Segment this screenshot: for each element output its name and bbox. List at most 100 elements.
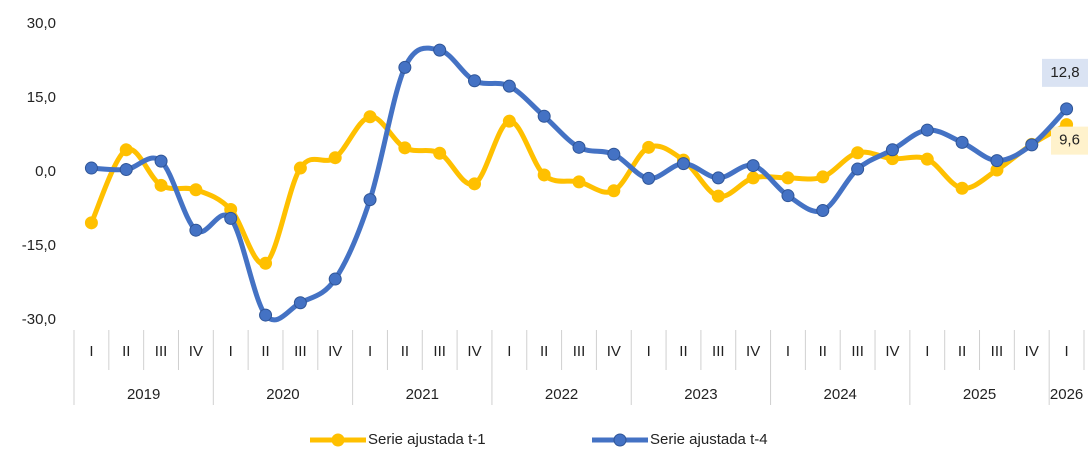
marker <box>224 211 238 225</box>
marker <box>259 256 273 270</box>
year-label: 2021 <box>406 386 439 403</box>
marker <box>781 189 795 203</box>
marker <box>293 161 307 175</box>
x-tick-label: IV <box>1025 343 1039 360</box>
x-tick-label: I <box>1065 343 1069 360</box>
marker <box>363 110 377 124</box>
x-tick-label: III <box>712 343 725 360</box>
marker <box>1025 138 1039 152</box>
marker <box>537 168 551 182</box>
legend-label: Serie ajustada t-1 <box>368 431 486 448</box>
marker <box>398 141 412 155</box>
marker <box>851 162 865 176</box>
marker <box>607 147 621 161</box>
x-tick-label: II <box>122 343 130 360</box>
legend-label: Serie ajustada t-4 <box>650 431 768 448</box>
year-label: 2019 <box>127 386 160 403</box>
marker <box>990 154 1004 168</box>
line <box>89 114 1068 267</box>
x-tick-label: I <box>647 343 651 360</box>
marker <box>468 177 482 191</box>
year-label: 2023 <box>684 386 717 403</box>
marker <box>154 154 168 168</box>
marker <box>363 193 377 207</box>
marker <box>746 159 760 173</box>
marker <box>851 146 865 160</box>
data-label: 9,6 <box>1059 132 1080 149</box>
marker <box>328 151 342 165</box>
year-label: 2025 <box>963 386 996 403</box>
marker <box>433 146 447 160</box>
marker <box>398 60 412 74</box>
marker <box>293 296 307 310</box>
data-label-box <box>1042 58 1088 87</box>
x-tick-label: III <box>433 343 446 360</box>
marker <box>502 114 516 128</box>
year-label: 2022 <box>545 386 578 403</box>
marker <box>920 123 934 137</box>
marker <box>920 152 934 166</box>
marker <box>781 171 795 185</box>
marker <box>816 203 830 217</box>
marker <box>84 161 98 175</box>
x-tick-label: IV <box>607 343 621 360</box>
marker <box>154 178 168 192</box>
data-label: 12,8 <box>1050 64 1079 81</box>
x-tick-label: III <box>294 343 307 360</box>
y-tick-label: -15,0 <box>22 237 56 254</box>
x-tick-label: II <box>540 343 548 360</box>
x-tick-label: I <box>925 343 929 360</box>
marker <box>711 189 725 203</box>
marker <box>259 308 273 322</box>
marker <box>328 272 342 286</box>
x-tick-label: III <box>155 343 168 360</box>
y-tick-label: 30,0 <box>27 15 56 32</box>
x-tick-label: II <box>819 343 827 360</box>
x-tick-label: II <box>958 343 966 360</box>
marker <box>119 143 133 157</box>
marker <box>468 74 482 88</box>
marker <box>84 216 98 230</box>
marker <box>433 43 447 57</box>
marker <box>746 171 760 185</box>
x-tick-label: I <box>229 343 233 360</box>
x-tick-label: II <box>401 343 409 360</box>
marker <box>955 135 969 149</box>
marker <box>502 79 516 93</box>
x-tick-label: I <box>89 343 93 360</box>
marker <box>642 171 656 185</box>
x-tick-label: IV <box>746 343 760 360</box>
marker <box>572 140 586 154</box>
legend-marker <box>613 433 627 447</box>
series <box>84 43 1074 323</box>
marker <box>607 184 621 198</box>
x-tick-label: II <box>261 343 269 360</box>
x-tick-label: III <box>851 343 864 360</box>
x-tick-label: II <box>679 343 687 360</box>
marker <box>119 163 133 177</box>
x-tick-label: III <box>573 343 586 360</box>
marker <box>642 140 656 154</box>
marker <box>1060 102 1074 116</box>
marker <box>189 183 203 197</box>
x-tick-label: IV <box>189 343 203 360</box>
x-tick-label: I <box>368 343 372 360</box>
y-tick-label: 15,0 <box>27 89 56 106</box>
year-label: 2024 <box>824 386 857 403</box>
x-tick-label: III <box>991 343 1004 360</box>
x-tick-label: IV <box>885 343 899 360</box>
marker <box>885 143 899 157</box>
marker <box>816 170 830 184</box>
x-tick-label: I <box>786 343 790 360</box>
marker <box>189 223 203 237</box>
year-label: 2020 <box>266 386 299 403</box>
marker <box>711 171 725 185</box>
year-label: 2026 <box>1050 386 1083 403</box>
x-tick-label: IV <box>467 343 481 360</box>
y-tick-label: -30,0 <box>22 311 56 328</box>
data-label-box <box>1051 126 1088 155</box>
marker <box>537 109 551 123</box>
x-tick-label: IV <box>328 343 342 360</box>
legend-marker <box>331 433 345 447</box>
